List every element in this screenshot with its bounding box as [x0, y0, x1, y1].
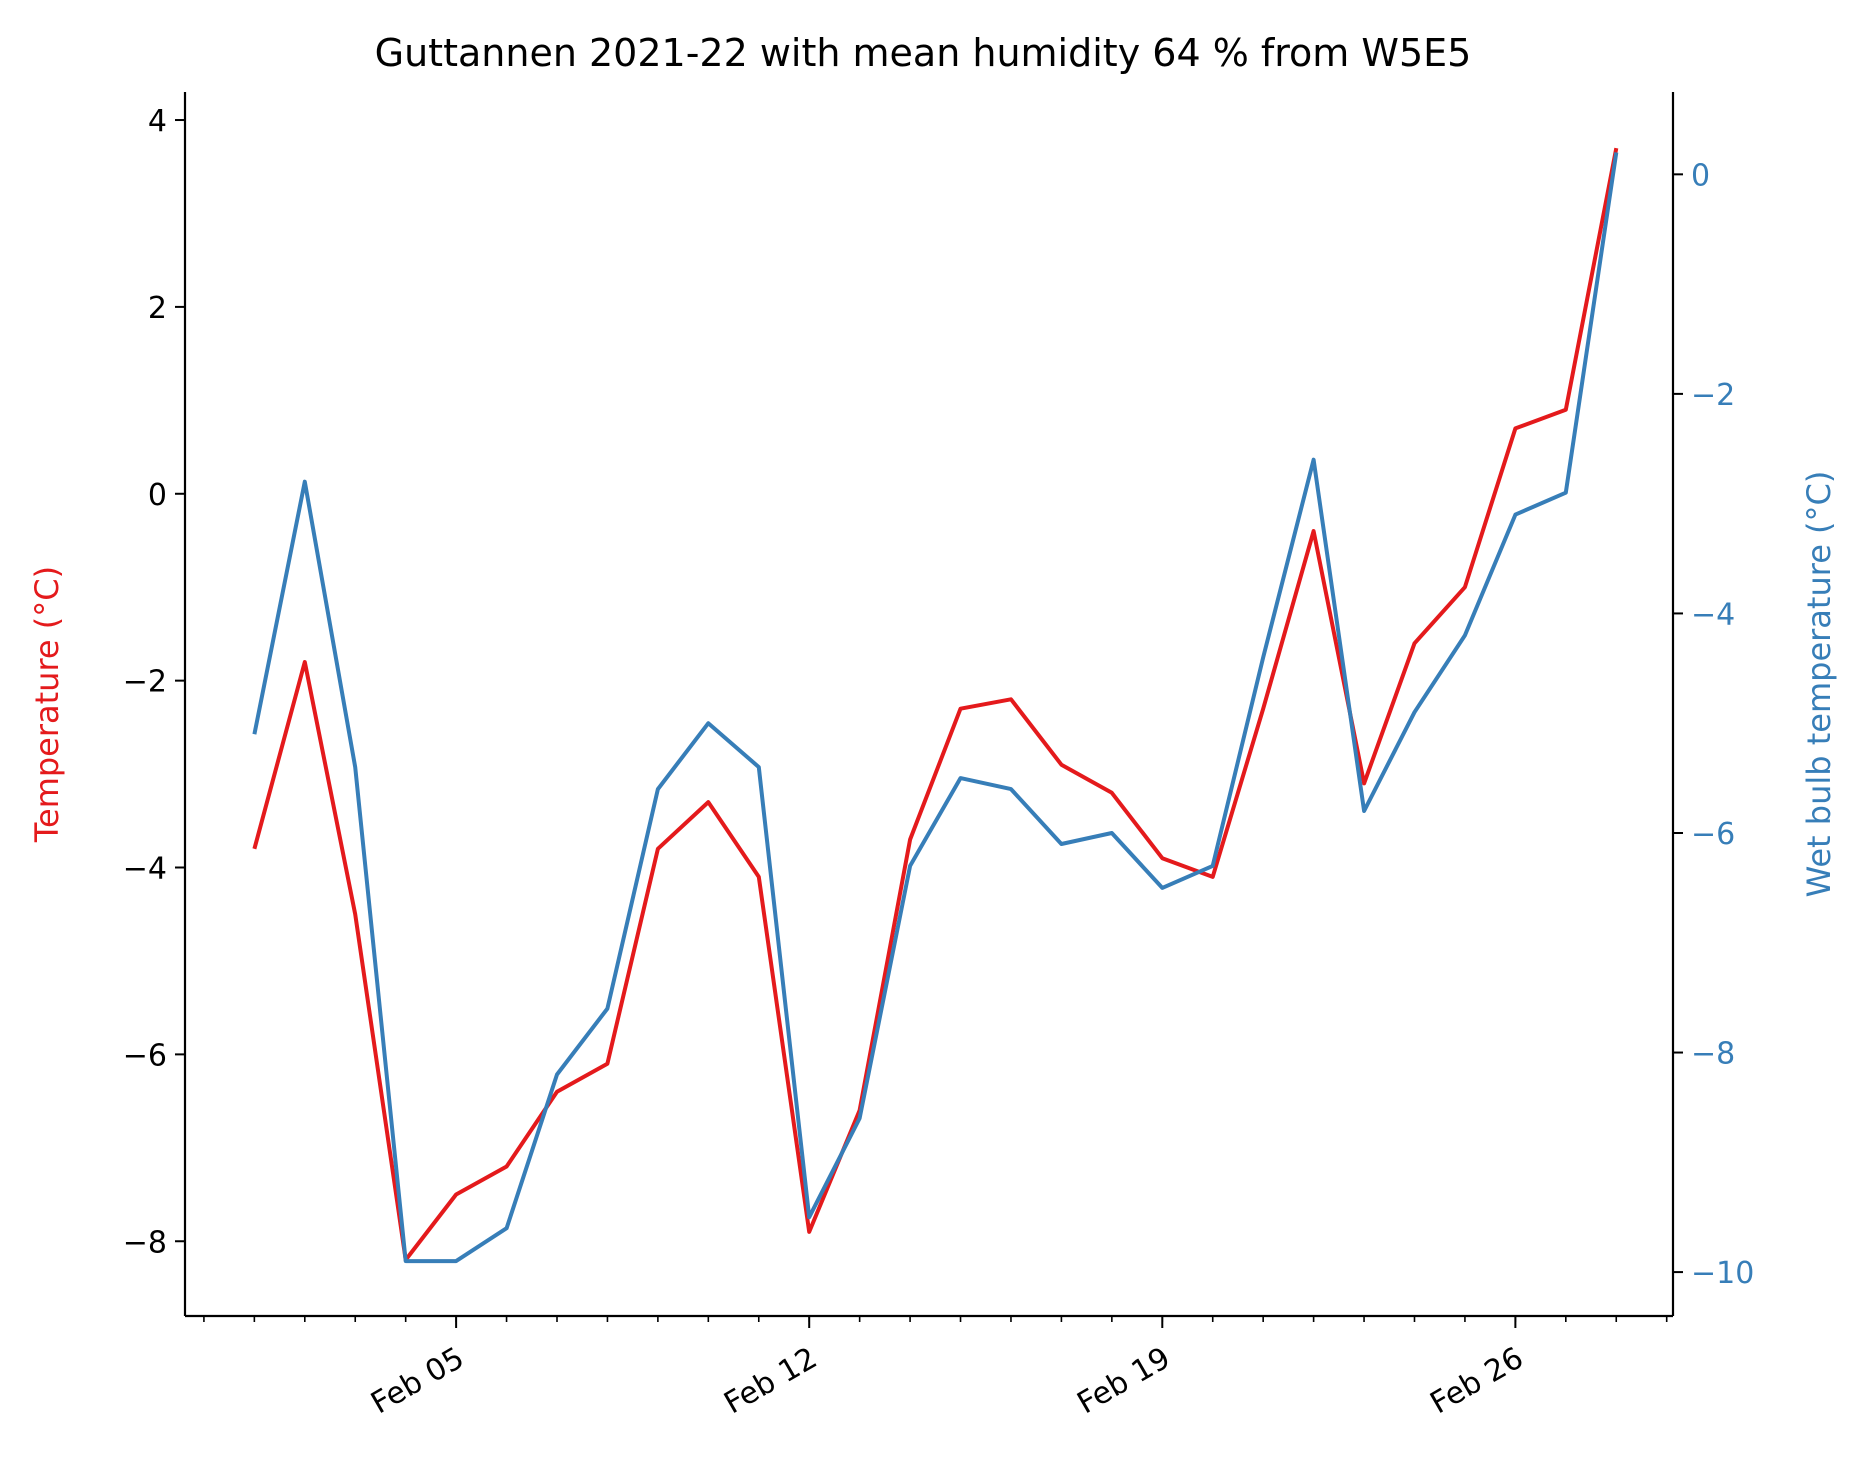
- right-tick-label: 0: [1691, 158, 1710, 193]
- chart-title: Guttannen 2021-22 with mean humidity 64 …: [375, 31, 1472, 75]
- left-tick-label: −4: [123, 852, 167, 887]
- x-tick-label: Feb 19: [1071, 1341, 1176, 1422]
- right-tick-label: −10: [1691, 1256, 1754, 1291]
- left-tick-label: 0: [148, 478, 167, 513]
- right-tick-label: −2: [1691, 378, 1735, 413]
- plot-area: [183, 92, 1675, 1318]
- x-tick-label: Feb 12: [718, 1341, 823, 1422]
- x-tick-label: Feb 05: [365, 1341, 470, 1422]
- left-tick-label: 4: [148, 104, 167, 139]
- right-tick-label: −8: [1691, 1037, 1735, 1072]
- x-tick-label: Feb 26: [1425, 1341, 1530, 1422]
- x-axis-ticks: Feb 05 Feb 12 Feb 19 Feb 26: [203, 1316, 1668, 1422]
- series-lines: [252, 147, 1619, 1264]
- left-tick-label: 2: [148, 291, 167, 326]
- left-tick-label: −8: [123, 1225, 167, 1260]
- right-axis-label: Wet bulb temperature (°C): [1800, 471, 1838, 898]
- left-axis-label: Temperature (°C): [28, 566, 66, 843]
- right-tick-label: −4: [1691, 597, 1735, 632]
- right-tick-label: −6: [1691, 817, 1735, 852]
- left-axis-ticks: −8 −6 −4 −2 0 2 4: [123, 104, 185, 1260]
- temperature-line: [252, 147, 1619, 1262]
- wet-bulb-line: [252, 152, 1619, 1264]
- left-tick-label: −6: [123, 1038, 167, 1073]
- left-tick-label: −2: [123, 665, 167, 700]
- right-axis-ticks: −10 −8 −6 −4 −2 0: [1673, 158, 1754, 1291]
